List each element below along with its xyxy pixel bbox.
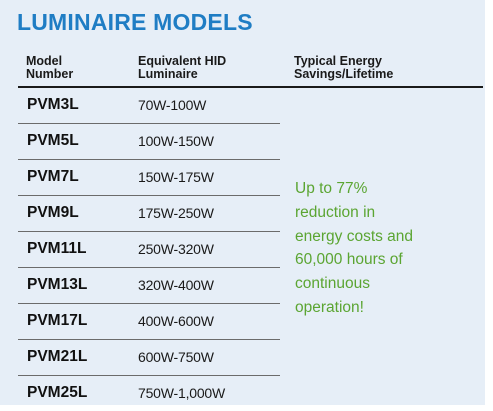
table-row: PVM7L 150W-175W [18,160,280,196]
savings-line: operation! [295,298,364,316]
header-line: Equivalent HID [138,54,227,68]
model-number: PVM11L [27,240,87,257]
savings-line: continuous [295,275,370,293]
table-row: PVM21L 600W-750W [18,340,280,376]
wattage-range: 250W-320W [138,241,214,257]
savings-line: reduction in [295,203,376,221]
savings-line: energy costs and [295,227,414,245]
header-line: Luminaire [138,67,198,81]
page-title: LUMINAIRE MODELS [17,9,253,35]
wattage-range: 70W-100W [138,97,207,113]
wattage-range: 150W-175W [138,169,214,185]
wattage-range: 750W-1,000W [138,385,226,401]
model-number: PVM21L [27,348,88,365]
header-line: Number [26,67,74,81]
model-number: PVM13L [27,276,88,293]
table-row: PVM17L 400W-600W [18,304,280,340]
model-number: PVM5L [27,132,79,149]
header-divider [18,86,483,88]
page-edge [485,0,493,405]
table-row: PVM5L 100W-150W [18,124,280,160]
column-header-equivalent-hid: Equivalent HID Luminaire [138,55,226,81]
table-row: PVM3L 70W-100W [18,88,280,124]
model-number: PVM17L [27,312,88,329]
table-row: PVM25L 750W-1,000W [18,376,280,411]
table-row: PVM11L 250W-320W [18,232,280,268]
model-number: PVM7L [27,168,79,185]
header-line: Savings/Lifetime [294,67,394,81]
column-header-model-number: Model Number [26,55,73,81]
table-row: PVM9L 175W-250W [18,196,280,232]
savings-line: 60,000 hours of [295,251,403,269]
savings-callout: Up to 77% reduction in energy costs and … [295,177,455,320]
column-header-energy-savings: Typical Energy Savings/Lifetime [294,55,393,81]
header-line: Model [26,54,63,68]
wattage-range: 100W-150W [138,133,214,149]
model-number: PVM3L [27,96,79,113]
wattage-range: 175W-250W [138,205,214,221]
model-number: PVM9L [27,204,79,221]
table-row: PVM13L 320W-400W [18,268,280,304]
wattage-range: 600W-750W [138,349,214,365]
model-number: PVM25L [27,384,88,401]
model-table: PVM3L 70W-100W PVM5L 100W-150W PVM7L 150… [18,88,280,411]
luminaire-models-panel: LUMINAIRE MODELS Model Number Equivalent… [0,0,485,405]
savings-line: Up to 77% [295,180,368,197]
header-line: Typical Energy [294,54,382,68]
wattage-range: 400W-600W [138,313,214,329]
wattage-range: 320W-400W [138,277,214,293]
